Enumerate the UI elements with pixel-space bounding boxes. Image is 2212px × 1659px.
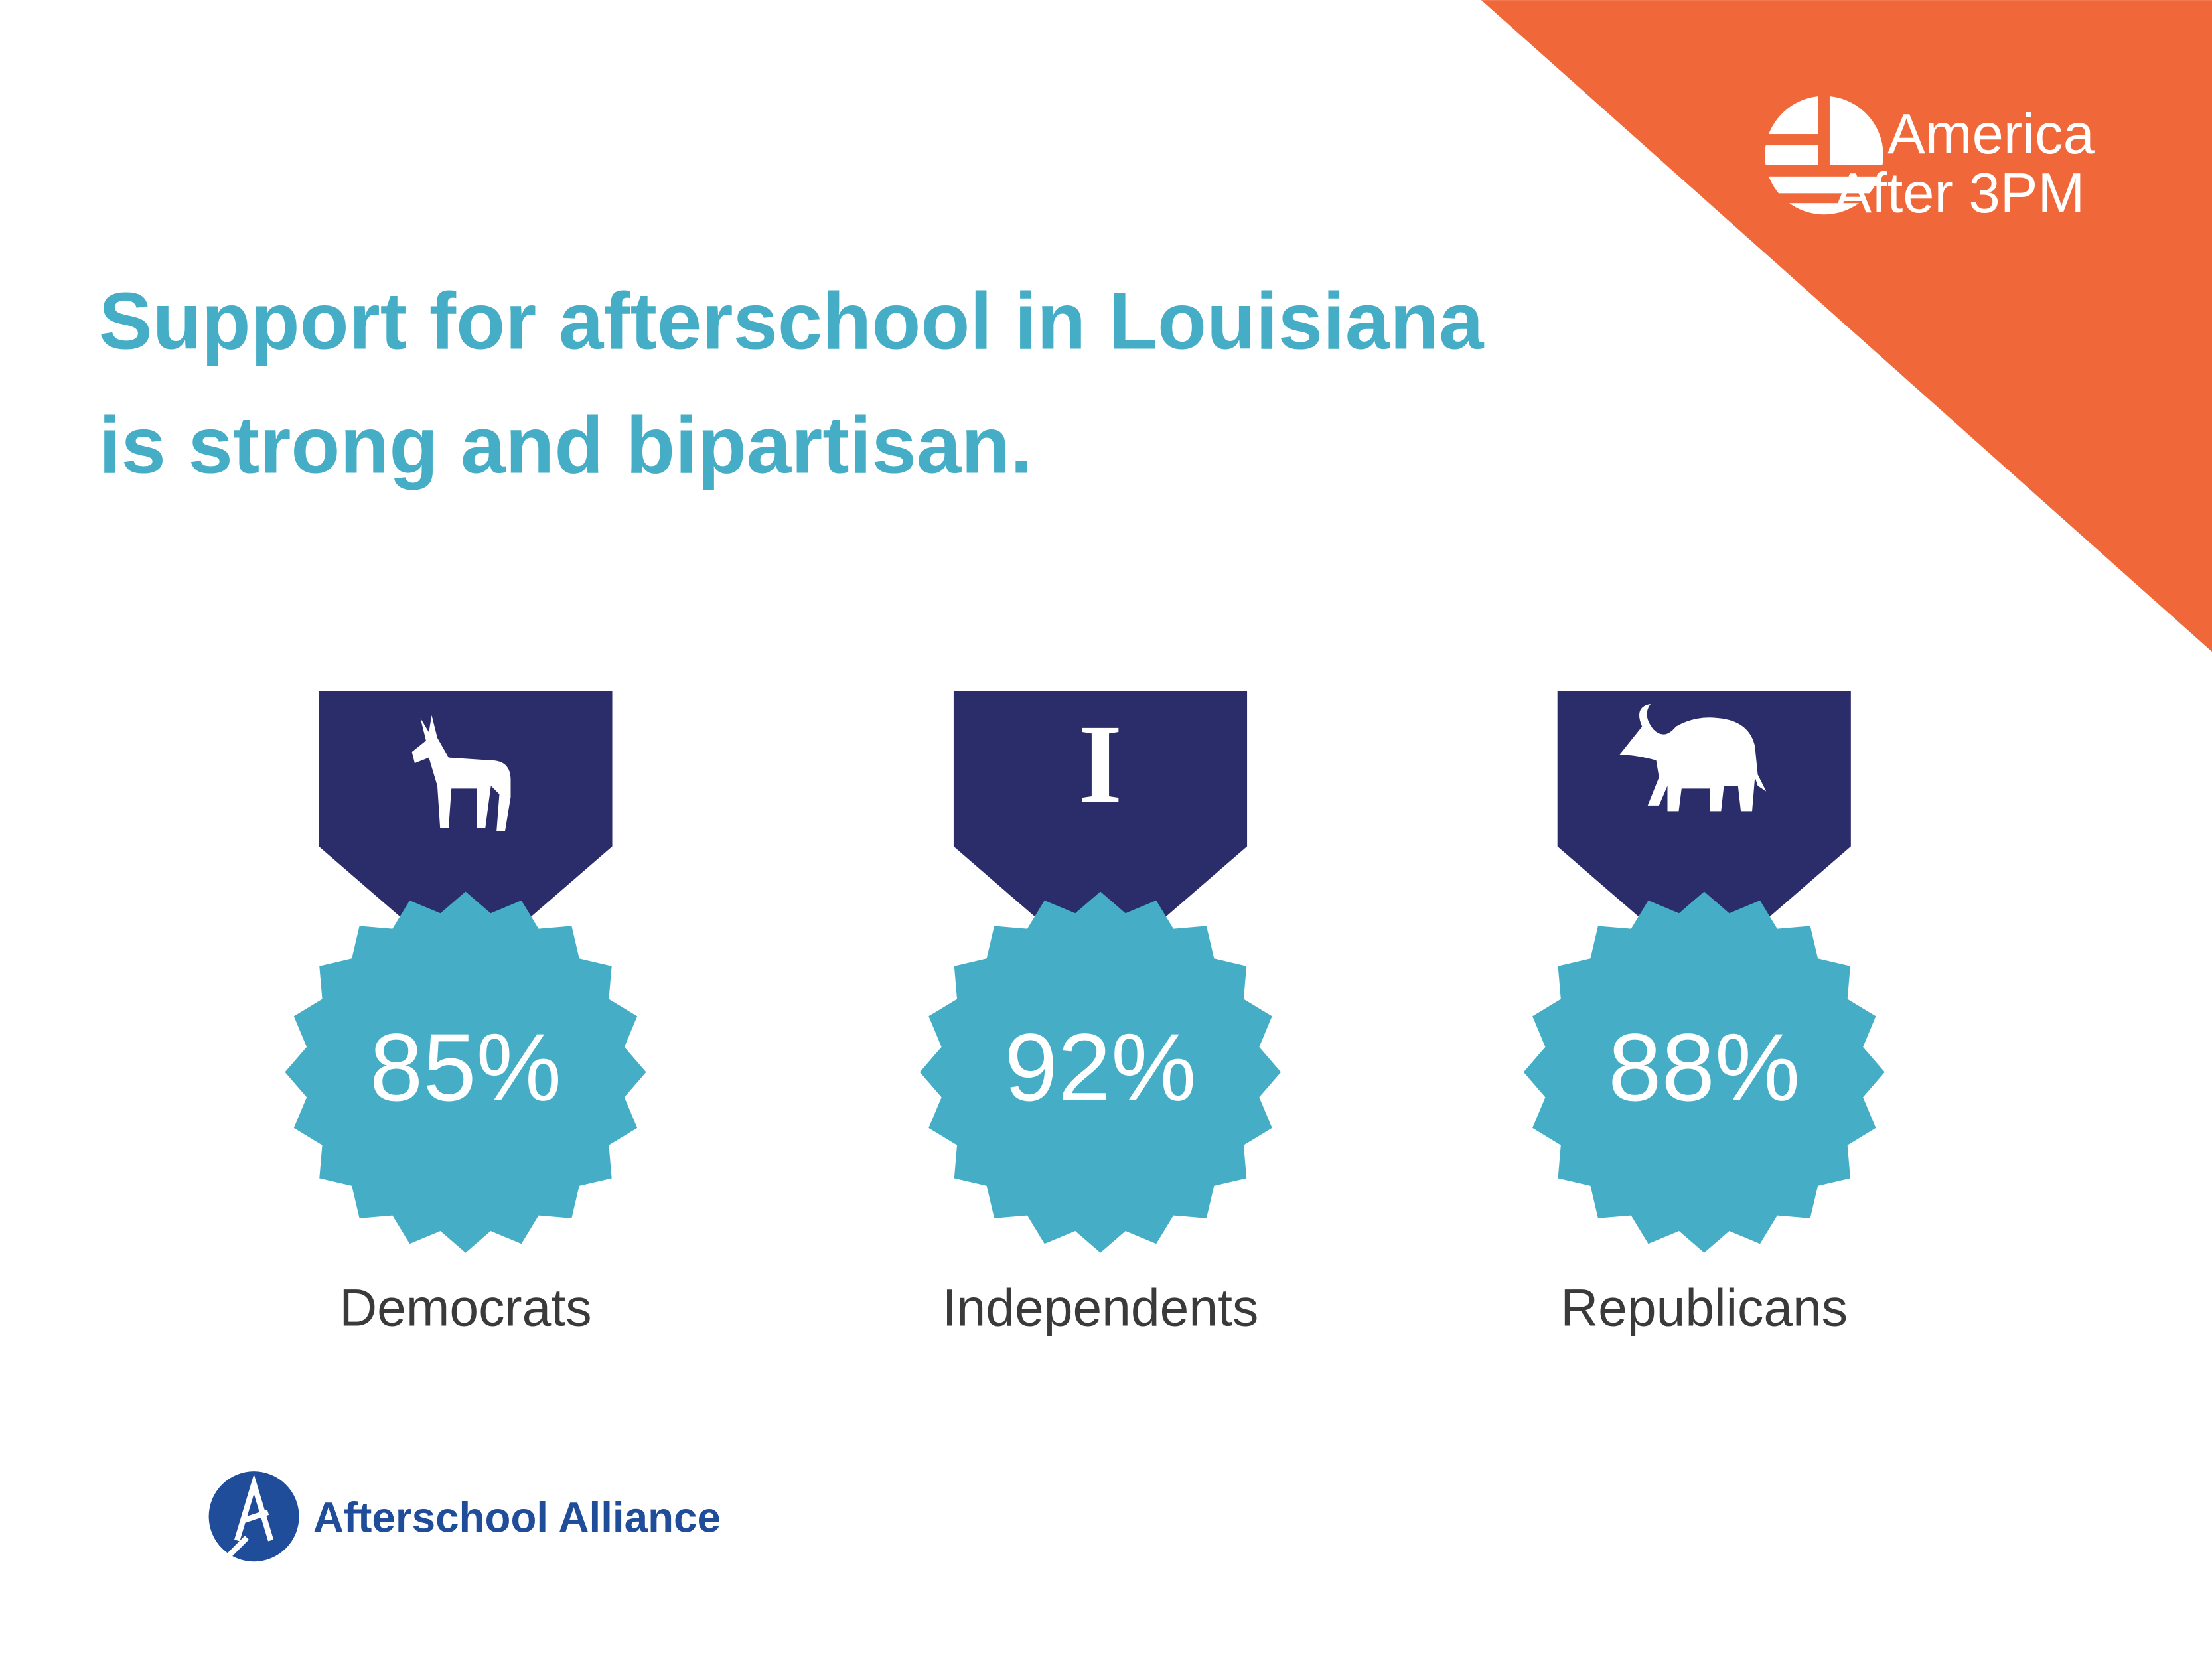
- badge-value: 92%: [1004, 1013, 1196, 1121]
- donkey-icon: [411, 715, 511, 831]
- ribbon: [319, 691, 613, 974]
- brand-stripe: [1765, 193, 1883, 204]
- title: is strong and bipartisan.: [99, 399, 1033, 490]
- corner-banner: [1481, 0, 2212, 652]
- brand-stripe: [1765, 165, 1883, 177]
- badge-value: 88%: [1608, 1013, 1800, 1121]
- ribbon: [1557, 691, 1851, 974]
- badge-seal: [285, 891, 646, 1253]
- brand-logo: America After 3PM: [1765, 96, 2095, 225]
- footer-emblem-mark: [209, 1474, 274, 1575]
- brand-stripe: [1818, 96, 1830, 167]
- brand-stripe: [1765, 134, 1824, 146]
- elephant-icon: [1619, 703, 1767, 812]
- badge-label: Democrats: [339, 1279, 591, 1337]
- title: Support for afterschool in Louisiana: [99, 275, 1485, 366]
- badge-seal: [1523, 891, 1885, 1253]
- ribbon-icon: I: [1078, 701, 1122, 826]
- ribbon: [953, 691, 1248, 974]
- badges: 85% Democrats I 92% Independents 88% Republica…: [285, 691, 1885, 1337]
- footer-logo: Afterschool Alliance: [208, 1471, 721, 1575]
- brand-text: After 3PM: [1834, 162, 2085, 225]
- badge-value: 85%: [370, 1013, 561, 1121]
- footer-text: Afterschool Alliance: [313, 1493, 721, 1541]
- brand-text: America: [1887, 103, 2095, 166]
- badge-label: Republicans: [1560, 1279, 1848, 1337]
- badge-label: Independents: [942, 1279, 1259, 1337]
- badge-seal: [919, 891, 1282, 1253]
